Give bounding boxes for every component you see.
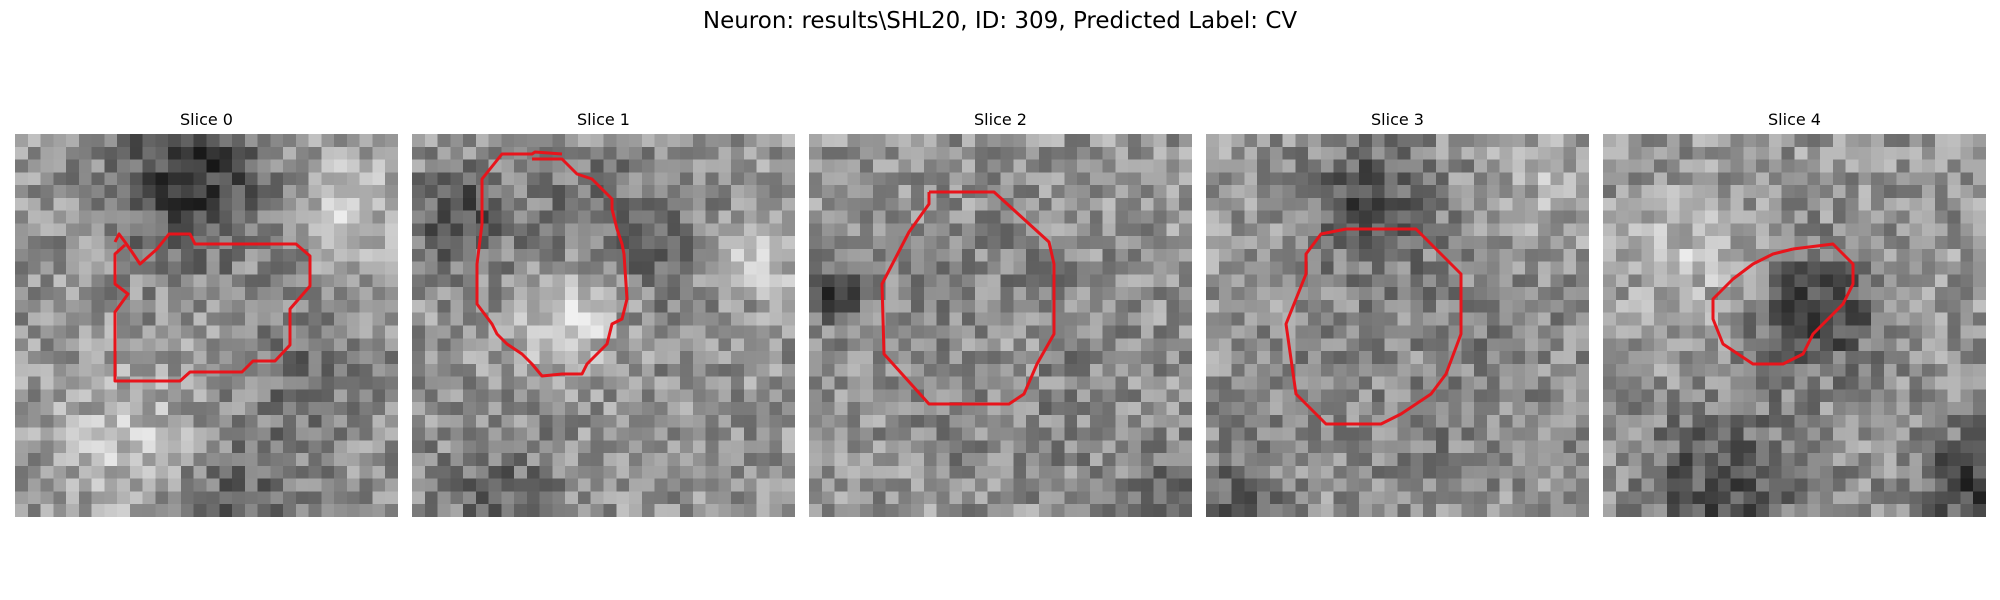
slice-title: Slice 3 xyxy=(1371,110,1424,129)
slice-title: Slice 2 xyxy=(974,110,1027,129)
slice-image xyxy=(1603,134,1986,517)
segmentation-contour xyxy=(1284,227,1463,426)
slice-panel-4: Slice 4 xyxy=(1603,108,1986,517)
slice-title: Slice 0 xyxy=(180,110,233,129)
slice-panel-3: Slice 3 xyxy=(1206,108,1589,517)
figure-title: Neuron: results\SHL20, ID: 309, Predicte… xyxy=(702,8,1298,34)
slice-image xyxy=(809,134,1192,517)
slice-title: Slice 4 xyxy=(1768,110,1821,129)
slice-panel-1: Slice 1 xyxy=(412,108,795,517)
contour-overlay xyxy=(1711,242,1855,366)
contour-overlay xyxy=(880,190,1056,406)
contour-overlay xyxy=(1284,227,1463,426)
contour-overlay xyxy=(113,232,312,383)
slice-panel-0: Slice 0 xyxy=(15,108,398,517)
slice-image xyxy=(412,134,795,517)
segmentation-contour xyxy=(880,190,1056,406)
grayscale-patch xyxy=(1603,134,1986,517)
grayscale-patch xyxy=(15,134,398,517)
segmentation-contour xyxy=(475,150,629,378)
slice-image xyxy=(1206,134,1589,517)
slice-title: Slice 1 xyxy=(577,110,630,129)
contour-overlay xyxy=(475,150,629,378)
segmentation-contour xyxy=(1711,242,1855,366)
slice-panel-2: Slice 2 xyxy=(809,108,1192,517)
grayscale-patch xyxy=(1206,134,1589,517)
segmentation-contour xyxy=(113,232,312,383)
grayscale-patch xyxy=(412,134,795,517)
slice-image xyxy=(15,134,398,517)
